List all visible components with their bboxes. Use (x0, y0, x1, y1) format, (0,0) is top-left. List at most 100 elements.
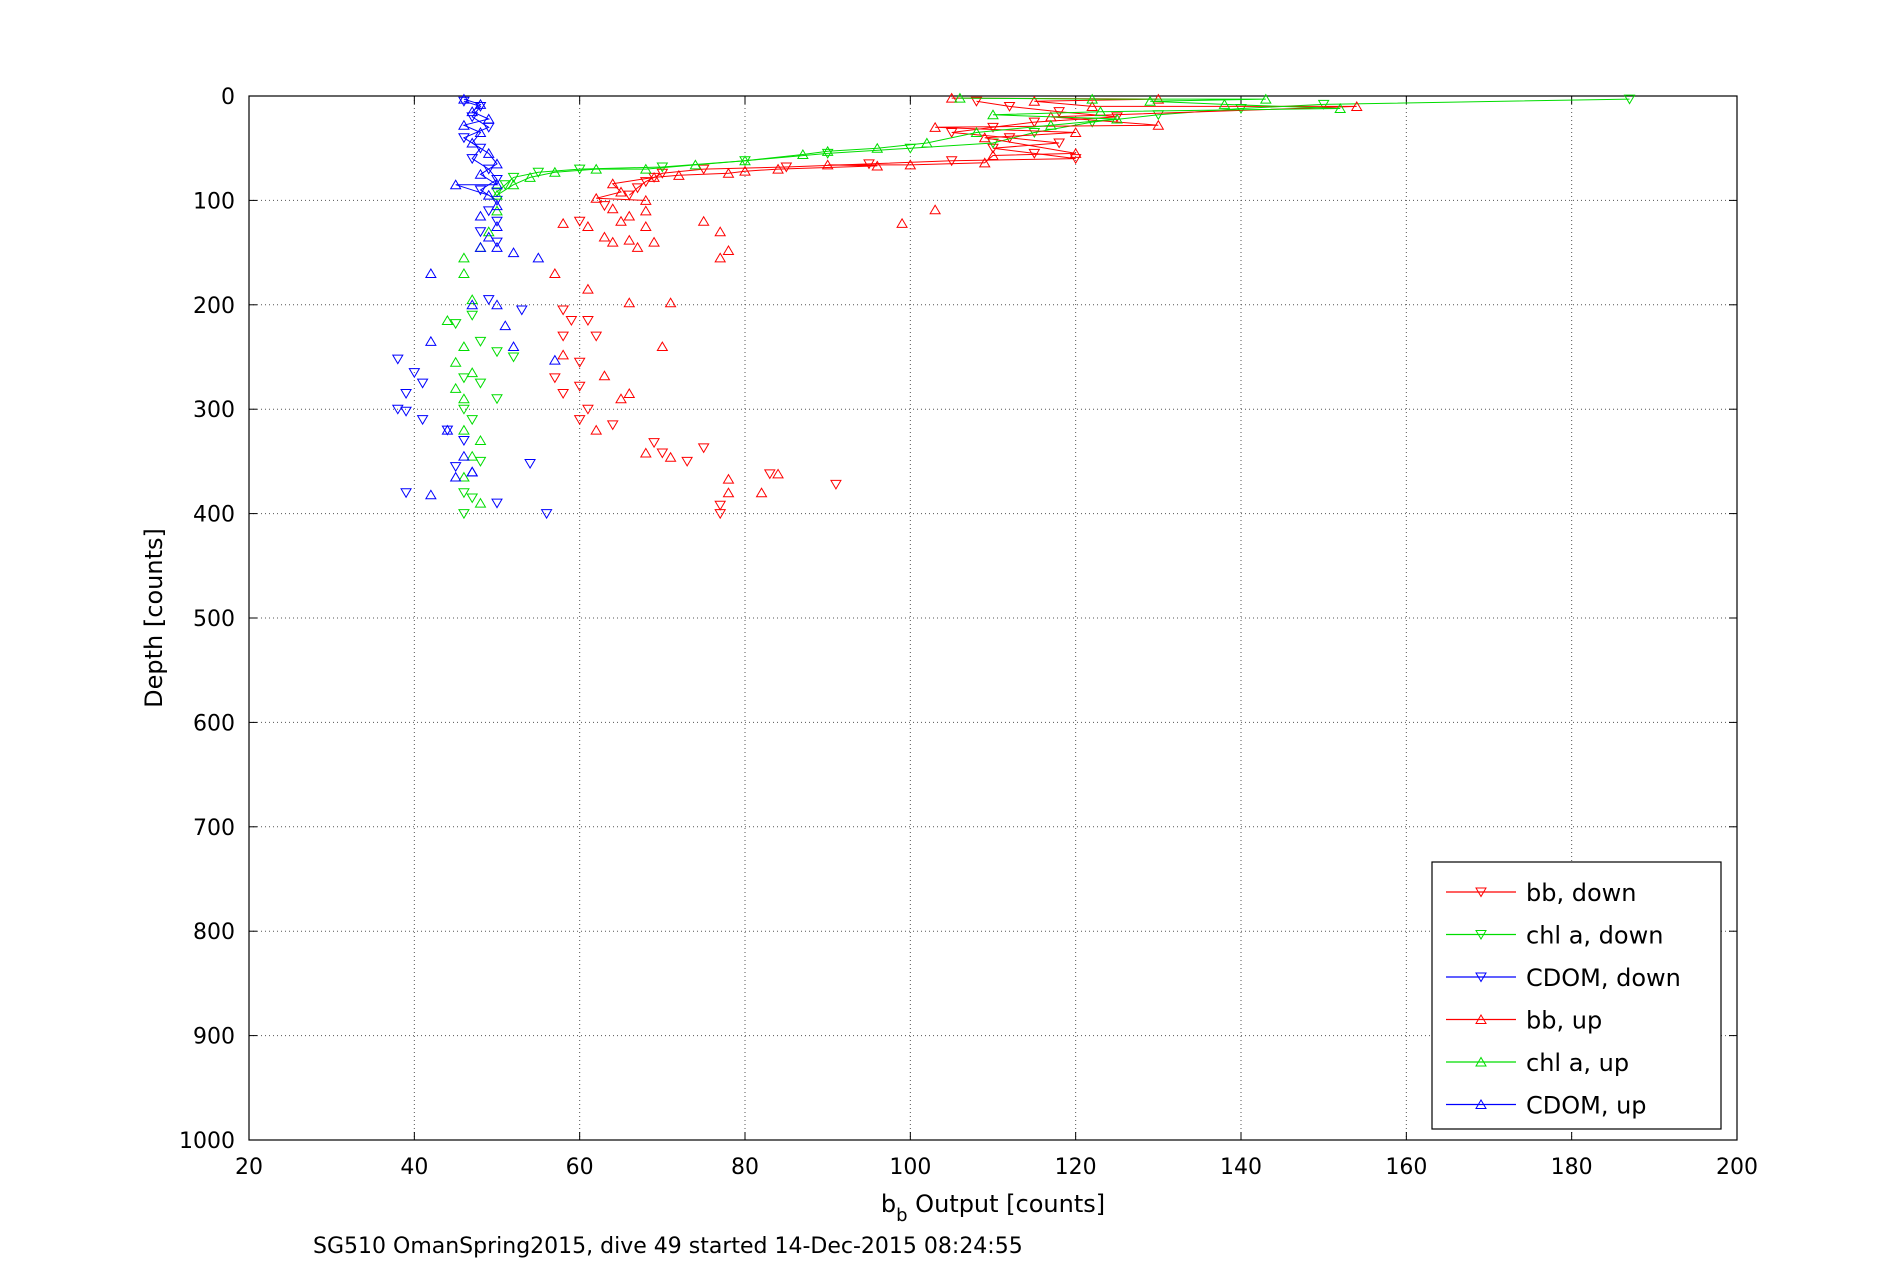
data-point (656, 448, 669, 459)
data-point (573, 381, 586, 392)
data-point (821, 145, 834, 156)
data-point (606, 420, 619, 431)
data-point (474, 227, 487, 238)
data-point (590, 192, 603, 203)
data-point (557, 331, 570, 342)
y-tick-label: 500 (193, 607, 235, 632)
data-point (623, 388, 636, 399)
data-point (482, 164, 495, 175)
data-point (400, 488, 412, 499)
data-point (507, 352, 520, 363)
legend-swatch-marker (1475, 1056, 1487, 1067)
data-point (1003, 101, 1016, 112)
series-line (628, 100, 1118, 196)
x-tick-label: 80 (731, 1155, 759, 1180)
data-point (482, 113, 495, 124)
data-point (458, 393, 470, 404)
data-point (507, 341, 520, 352)
series-5 (424, 93, 561, 500)
y-tick-label: 0 (221, 85, 235, 110)
data-point (904, 143, 917, 154)
data-point (491, 158, 503, 169)
data-point (739, 155, 751, 166)
data-point (615, 186, 627, 197)
data-layer (391, 92, 1636, 520)
data-point (987, 143, 999, 154)
data-point (1069, 154, 1082, 165)
data-point (978, 157, 991, 168)
data-point (474, 378, 487, 389)
data-point (615, 393, 627, 404)
data-point (491, 195, 503, 206)
data-point (987, 122, 999, 133)
data-point (1028, 128, 1041, 139)
data-point (458, 436, 470, 447)
legend-swatch-marker (1475, 887, 1487, 898)
legend-item: bb, down (1446, 879, 1636, 907)
data-point (449, 471, 462, 482)
data-point (391, 404, 404, 415)
data-point (1028, 117, 1041, 128)
data-point (582, 315, 594, 326)
data-point (639, 194, 652, 205)
legend-item: chl a, down (1446, 922, 1663, 950)
data-point (458, 341, 470, 352)
data-point (631, 183, 644, 194)
data-point (1317, 99, 1330, 110)
data-point (689, 159, 702, 170)
data-point (623, 234, 636, 245)
data-point (598, 231, 611, 242)
legend-label: chl a, down (1526, 922, 1663, 950)
x-tick-label: 20 (235, 1155, 263, 1180)
data-point (441, 424, 454, 435)
data-point (482, 231, 495, 242)
data-point (507, 247, 520, 258)
data-point (507, 179, 520, 190)
data-point (1028, 95, 1041, 106)
data-point (482, 189, 495, 200)
y-tick-label: 600 (193, 711, 235, 736)
legend-label: CDOM, up (1526, 1092, 1647, 1120)
x-tick-label: 160 (1385, 1155, 1427, 1180)
data-point (590, 163, 603, 174)
data-point (681, 456, 694, 467)
data-point (524, 171, 536, 182)
data-point (449, 382, 462, 393)
data-point (1111, 113, 1123, 124)
data-point (466, 493, 479, 504)
data-point (739, 165, 751, 176)
data-point (714, 509, 727, 520)
data-point (821, 159, 834, 170)
data-point (491, 200, 503, 211)
legend-item: CDOM, down (1446, 964, 1681, 992)
data-point (474, 98, 487, 109)
data-point (515, 305, 528, 316)
data-point (499, 320, 512, 331)
x-tick-label: 60 (566, 1155, 594, 1180)
legend-item: chl a, up (1446, 1049, 1629, 1077)
data-point (466, 154, 479, 165)
data-point (548, 373, 561, 384)
legend: bb, down chl a, down CDOM, down bb, up chl a… (1431, 861, 1722, 1130)
data-point (573, 415, 586, 426)
data-point (648, 438, 660, 449)
y-tick-label: 800 (193, 920, 235, 945)
series-0 (548, 96, 1123, 520)
data-point (1069, 127, 1082, 138)
data-point (664, 297, 677, 308)
y-tick-label: 300 (193, 398, 235, 423)
data-point (482, 147, 495, 158)
data-point (424, 335, 437, 346)
y-axis-label: Depth [counts] (140, 528, 168, 708)
data-point (920, 137, 933, 148)
data-point (763, 469, 776, 480)
x-axis-label-base: b (881, 1190, 896, 1218)
data-point (1044, 119, 1057, 130)
data-point (945, 156, 958, 167)
data-point (449, 179, 462, 190)
data-point (615, 215, 627, 226)
x-tick-label: 40 (400, 1155, 428, 1180)
data-point (772, 468, 784, 479)
data-point (722, 487, 735, 498)
